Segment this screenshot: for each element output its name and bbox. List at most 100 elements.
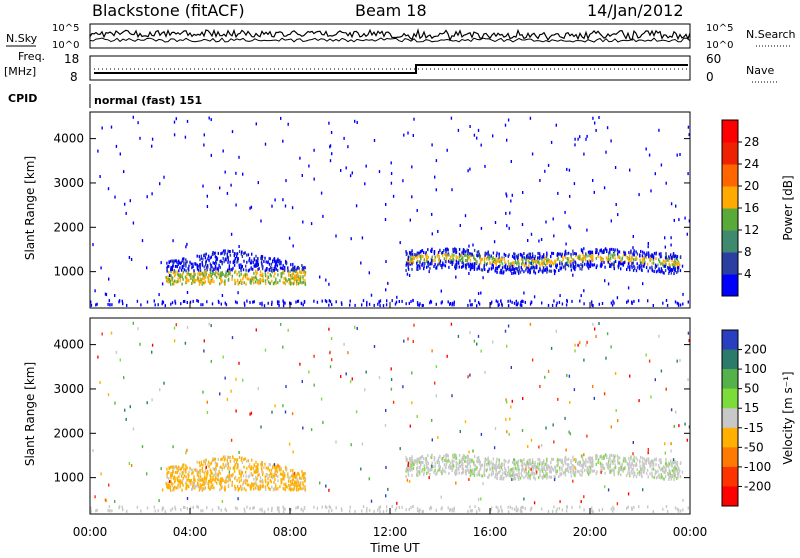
power-echo: [218, 301, 220, 304]
power-echo: [240, 265, 243, 269]
power-echo: [202, 257, 204, 261]
power-echo: [651, 253, 653, 257]
velocity-echo: [640, 455, 642, 459]
velocity-echo: [193, 477, 195, 481]
power-echo: [411, 267, 413, 271]
power-echo: [528, 264, 530, 268]
velocity-echo: [499, 469, 501, 473]
velocity-echo: [239, 487, 241, 491]
power-echo: [192, 299, 194, 303]
power-echo: [454, 263, 457, 267]
power-echo: [541, 263, 544, 267]
power-echo: [168, 264, 170, 268]
power-echo: [446, 148, 448, 152]
power-echo: [385, 203, 387, 206]
velocity-echo: [409, 457, 411, 461]
velocity-echo: [254, 470, 256, 474]
velocity-echo: [674, 472, 677, 476]
velocity-echo: [469, 509, 472, 513]
power-echo: [671, 268, 673, 272]
power-echo: [219, 282, 221, 286]
power-echo: [658, 252, 661, 256]
power-echo: [627, 265, 629, 269]
power-echo: [220, 280, 222, 284]
velocity-echo: [469, 474, 472, 478]
power-echo: [628, 254, 631, 258]
power-echo: [533, 295, 536, 299]
velocity-echo: [257, 469, 259, 473]
velocity-echo: [192, 481, 194, 484]
velocity-echo: [275, 467, 278, 471]
velocity-echo: [300, 477, 303, 481]
power-echo: [493, 258, 495, 261]
power-echo: [561, 260, 563, 264]
power-echo: [674, 300, 677, 304]
power-echo: [513, 252, 515, 256]
velocity-echo: [580, 469, 582, 473]
velocity-echo: [496, 473, 499, 477]
power-echo: [271, 303, 273, 306]
power-echo: [597, 252, 600, 256]
velocity-echo: [522, 467, 524, 470]
velocity-echo: [478, 458, 480, 462]
power-echo: [473, 133, 476, 137]
velocity-echo: [555, 472, 558, 475]
power-echo: [607, 260, 609, 264]
y-tick-label: 1000: [53, 471, 84, 485]
velocity-echo: [205, 472, 208, 476]
velocity-echo: [517, 459, 519, 463]
power-echo: [132, 221, 135, 225]
velocity-echo: [207, 463, 209, 467]
velocity-echo: [650, 463, 652, 467]
velocity-echo: [438, 465, 440, 469]
power-echo: [296, 267, 298, 271]
velocity-echo: [418, 457, 420, 461]
power-echo: [521, 223, 524, 226]
power-echo: [676, 153, 678, 157]
velocity-echo: [435, 365, 438, 369]
power-echo: [501, 266, 504, 270]
power-echo: [255, 262, 258, 266]
power-echo: [506, 224, 508, 228]
velocity-echo: [157, 509, 159, 513]
velocity-echo: [609, 465, 611, 469]
velocity-echo: [674, 470, 676, 474]
power-echo: [505, 268, 507, 272]
velocity-echo: [668, 476, 670, 479]
velocity-echo: [539, 385, 541, 388]
power-echo: [204, 280, 206, 284]
velocity-echo: [497, 506, 499, 510]
power-echo: [239, 281, 241, 285]
velocity-echo: [632, 467, 634, 471]
velocity-echo: [214, 457, 217, 461]
velocity-echo: [477, 460, 479, 464]
power-echo: [233, 259, 236, 263]
velocity-echo: [665, 505, 668, 508]
velocity-echo: [662, 477, 664, 481]
power-colorbar-swatch: [722, 164, 738, 187]
power-echo: [497, 300, 499, 304]
power-echo: [614, 260, 617, 263]
power-echo: [663, 264, 665, 268]
power-echo: [184, 135, 187, 139]
power-echo: [495, 266, 497, 270]
velocity-echo: [236, 463, 239, 467]
velocity-echo: [681, 470, 684, 474]
velocity-echo: [202, 479, 204, 483]
velocity-echo: [564, 455, 567, 459]
power-echo: [417, 252, 419, 256]
power-echo: [573, 182, 576, 186]
velocity-echo: [297, 471, 300, 475]
velocity-echo: [623, 467, 626, 470]
velocity-echo: [107, 393, 110, 397]
velocity-echo: [304, 488, 306, 491]
power-echo: [407, 257, 409, 261]
velocity-echo: [586, 434, 588, 438]
velocity-echo: [203, 482, 205, 486]
power-echo: [297, 282, 300, 286]
power-echo: [631, 261, 633, 265]
power-echo: [242, 172, 244, 176]
power-echo: [531, 263, 533, 267]
power-echo: [632, 268, 635, 272]
velocity-echo: [423, 473, 425, 477]
